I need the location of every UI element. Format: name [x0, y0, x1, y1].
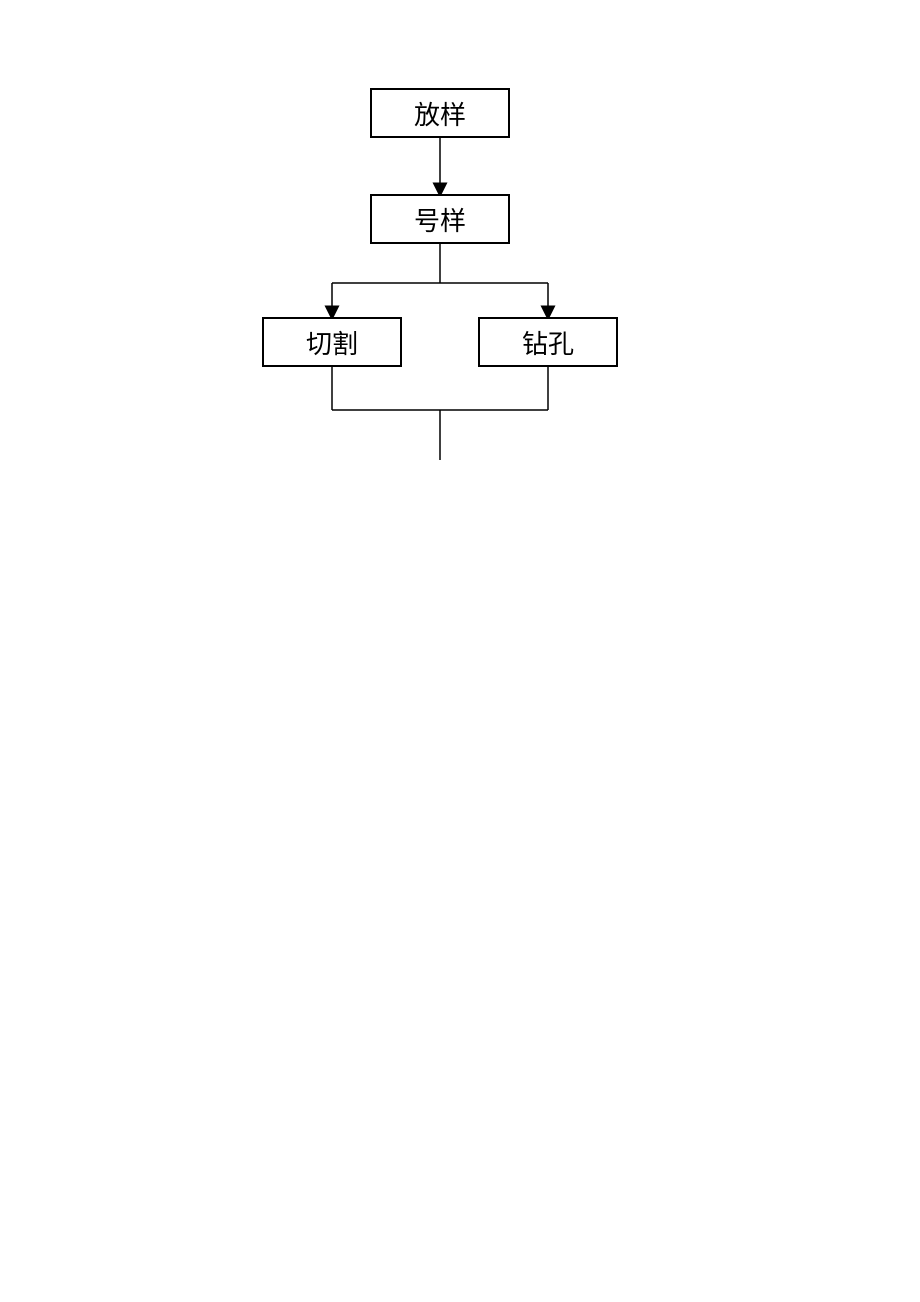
- flowchart-canvas: 放样 号样 切割 钻孔: [0, 0, 920, 1302]
- node-qiege: 切割: [262, 317, 402, 367]
- node-haoyang: 号样: [370, 194, 510, 244]
- node-label: 放样: [414, 95, 466, 132]
- node-label: 切割: [306, 324, 358, 361]
- node-label: 钻孔: [522, 324, 574, 361]
- node-fangyang: 放样: [370, 88, 510, 138]
- node-label: 号样: [414, 201, 466, 238]
- node-zuankong: 钻孔: [478, 317, 618, 367]
